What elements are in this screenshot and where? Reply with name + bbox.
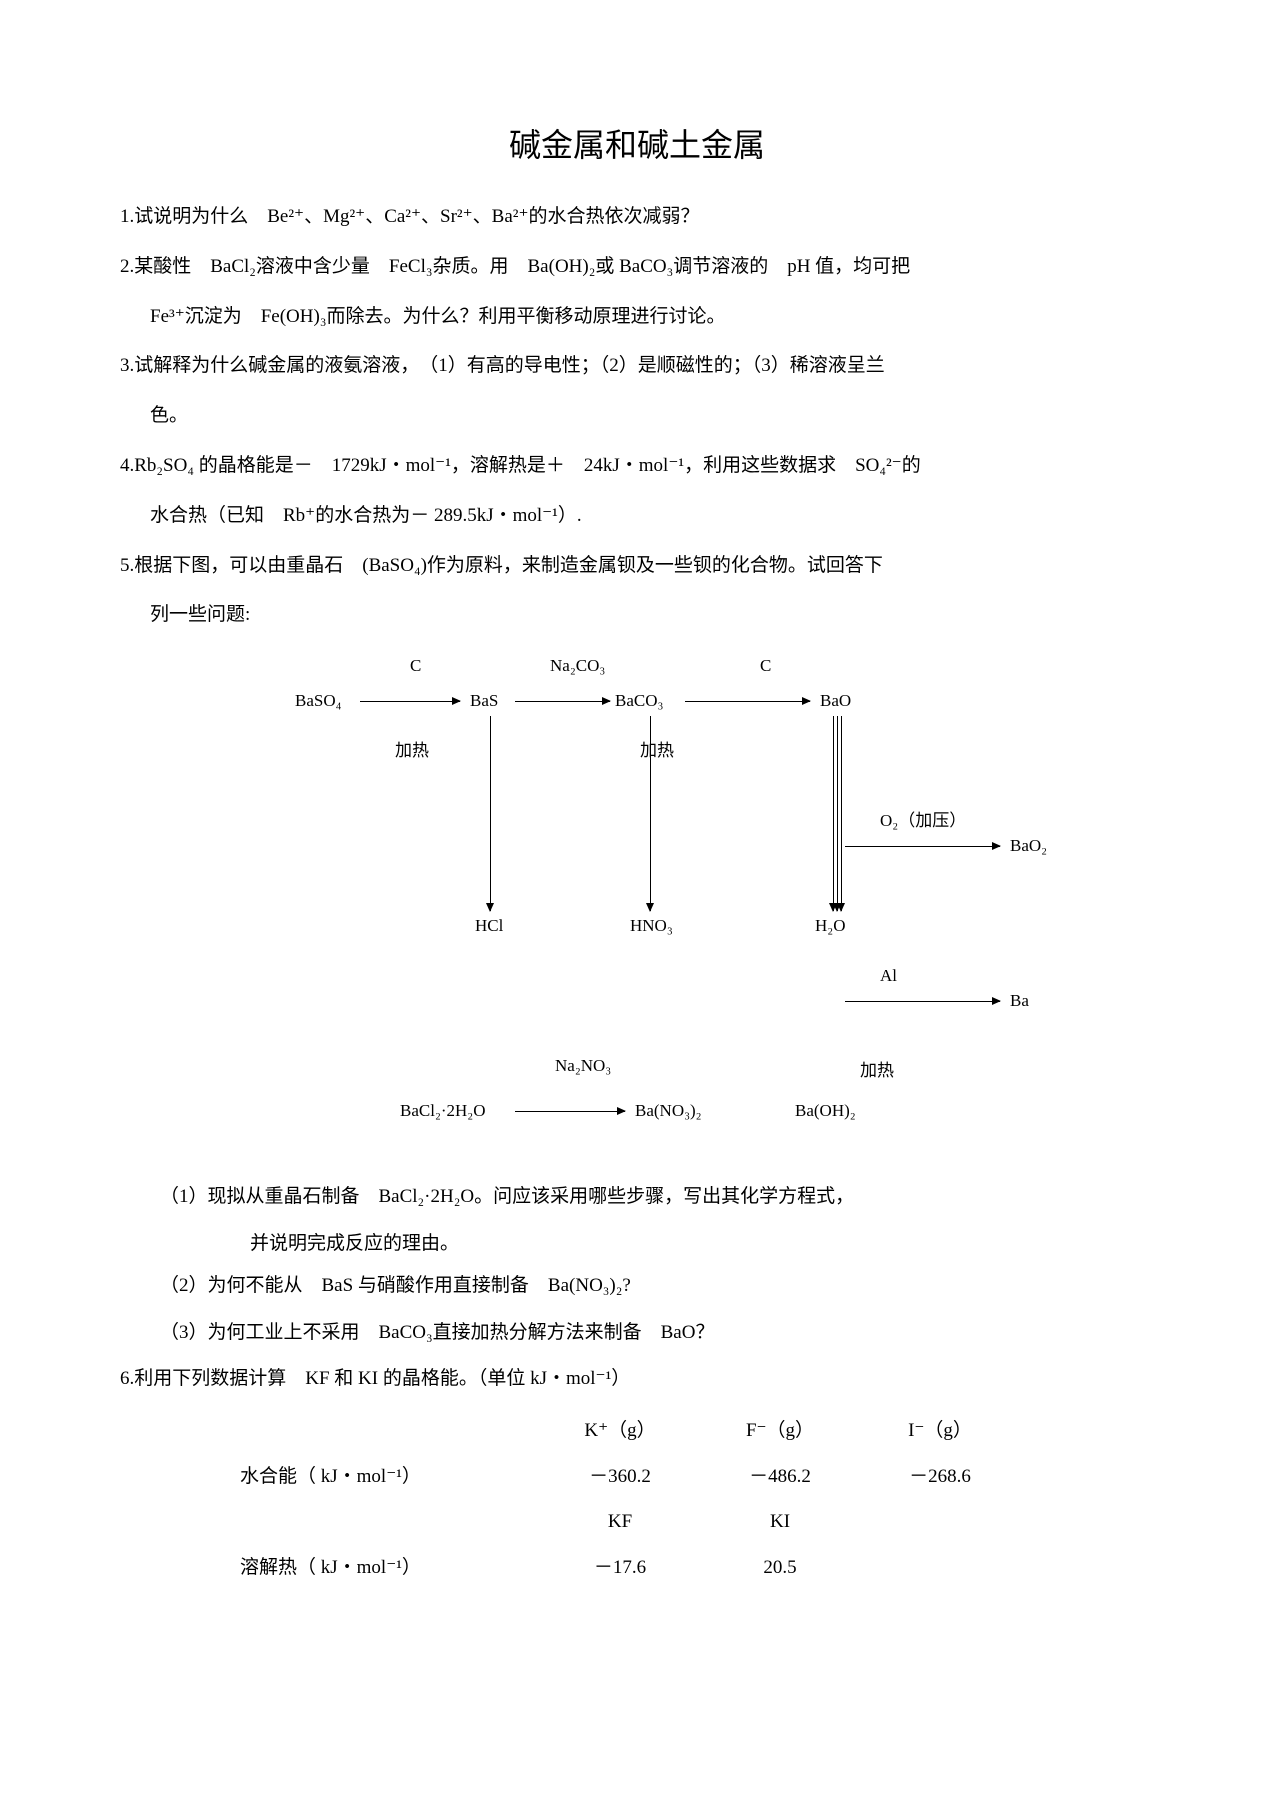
arrow-bao-down1 [833,716,834,911]
dissolution-label: 溶解热（ kJ・mol⁻¹） [240,1545,540,1591]
table-header-1: K⁺（g） F⁻（g） I⁻（g） [240,1408,1154,1454]
hydration-k: －360.2 [540,1454,700,1500]
table-row-dissolution: 溶解热（ kJ・mol⁻¹） －17.6 20.5 [240,1545,1154,1591]
arrow-bas-baco3 [515,701,610,702]
label-bao: BaO [820,691,851,711]
label-bao2: BaO₂ [1010,836,1047,856]
label-hno3: HNO₃ [630,916,673,936]
arrow-baco3-bao [685,701,810,702]
sub-question-1-line2: 并说明完成反应的理由。 [120,1223,1154,1265]
sub-question-2: （2）为何不能从 BaS 与硝酸作用直接制备 Ba(NO₃)₂? [120,1265,1154,1307]
page-title: 碱金属和碱土金属 [120,120,1154,166]
label-bas: BaS [470,691,498,711]
arrow-baco3-down [650,716,651,911]
dissolution-ki: 20.5 [700,1545,860,1591]
label-c1: C [410,656,421,676]
data-table: K⁺（g） F⁻（g） I⁻（g） 水合能（ kJ・mol⁻¹） －360.2 … [120,1408,1154,1590]
arrow-bacl2-bano3 [515,1111,625,1112]
header-i: I⁻（g） [860,1408,1020,1454]
label-nano3: Na₂NO₃ [555,1056,611,1076]
label-h2o: H₂O [815,916,845,936]
sub-question-3: （3）为何工业上不采用 BaCO₃直接加热分解方法来制备 BaO？ [120,1312,1154,1354]
question-6: 6.利用下列数据计算 KF 和 KI 的晶格能。（单位 kJ・mol⁻¹） [120,1358,1154,1400]
arrow-bas-down [490,716,491,911]
label-o2: O₂（加压） [880,806,966,831]
label-baso4: BaSO₄ [295,691,342,711]
arrow-bao-ba [845,1001,1000,1002]
question-5-line2: 列一些问题: [120,594,1154,636]
header-ki: KI [700,1499,860,1545]
arrow-baso4-bas [360,701,460,702]
table-row-hydration: 水合能（ kJ・mol⁻¹） －360.2 －486.2 －268.6 [240,1454,1154,1500]
sub-question-1-line1: （1）现拟从重晶石制备 BaCl₂·2H₂O。问应该采用哪些步骤，写出其化学方程… [120,1176,1154,1218]
label-hcl: HCl [475,916,503,936]
label-al: Al [880,966,897,986]
label-heat3: 加热 [860,1056,894,1081]
hydration-i: －268.6 [860,1454,1020,1500]
header-f: F⁻（g） [700,1408,860,1454]
question-3-line2: 色。 [120,395,1154,437]
header-kf: KF [540,1499,700,1545]
label-bacl2: BaCl₂·2H₂O [400,1101,486,1121]
label-c2: C [760,656,771,676]
question-4-line2: 水合热（已知 Rb⁺的水合热为－ 289.5kJ・mol⁻¹）. [120,495,1154,537]
question-1: 1.试说明为什么 Be²⁺、Mg²⁺、Ca²⁺、Sr²⁺、Ba²⁺的水合热依次减… [120,196,1154,238]
label-heat1: 加热 [395,736,429,761]
label-bano3: Ba(NO₃)₂ [635,1101,702,1121]
question-4-line1: 4.Rb₂SO₄ 的晶格能是－ 1729kJ・mol⁻¹，溶解热是＋ 24kJ・… [120,445,1154,487]
reaction-diagram: C Na₂CO₃ C BaSO₄ BaS BaCO₃ BaO 加热 加热 O₂（… [220,656,1120,1156]
table-header-2: KF KI [240,1499,1154,1545]
hydration-label: 水合能（ kJ・mol⁻¹） [240,1454,540,1500]
arrow-bao-bao2 [845,846,1000,847]
label-ba: Ba [1010,991,1029,1011]
label-baoh2: Ba(OH)₂ [795,1101,856,1121]
question-2-line2: Fe³⁺沉淀为 Fe(OH)₃而除去。为什么？利用平衡移动原理进行讨论。 [120,296,1154,338]
label-na2co3: Na₂CO₃ [550,656,605,676]
arrow-bao-down3 [841,716,842,911]
question-5-line1: 5.根据下图，可以由重晶石 (BaSO₄)作为原料，来制造金属钡及一些钡的化合物… [120,545,1154,587]
question-3-line1: 3.试解释为什么碱金属的液氨溶液， （1）有高的导电性；（2）是顺磁性的；（3）… [120,345,1154,387]
header-k: K⁺（g） [540,1408,700,1454]
label-heat2: 加热 [640,736,674,761]
hydration-f: －486.2 [700,1454,860,1500]
question-2-line1: 2.某酸性 BaCl₂溶液中含少量 FeCl₃杂质。用 Ba(OH)₂或 BaC… [120,246,1154,288]
arrow-bao-down2 [837,716,838,911]
label-baco3: BaCO₃ [615,691,663,711]
dissolution-kf: －17.6 [540,1545,700,1591]
